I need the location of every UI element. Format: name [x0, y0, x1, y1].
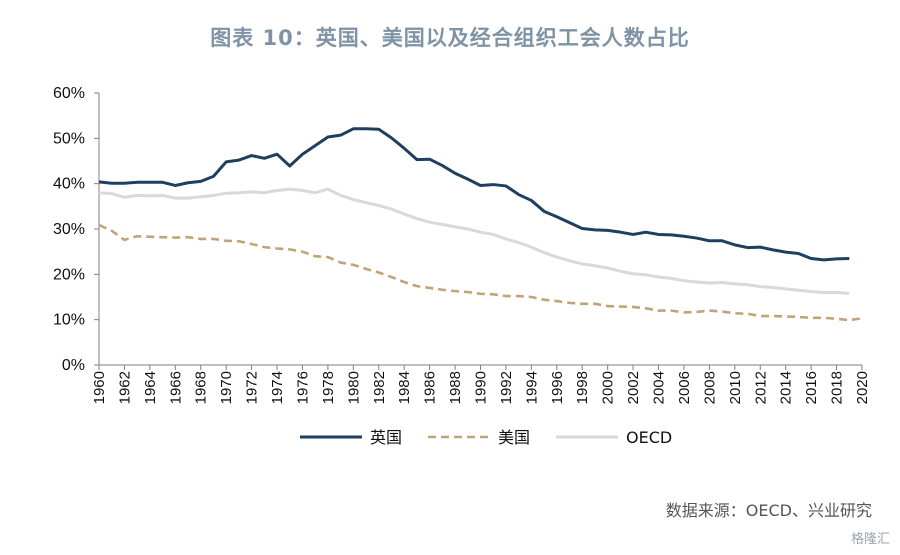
series-lines — [98, 127, 863, 322]
source-note: 数据来源：OECD、兴业研究 — [665, 501, 872, 520]
series-line-oecd — [98, 187, 850, 295]
legend-label: OECD — [626, 428, 672, 447]
x-tick-label: 1978 — [320, 371, 337, 404]
legend-label: 美国 — [498, 428, 530, 447]
axes — [94, 92, 863, 370]
x-tick-label: 1990 — [473, 371, 490, 404]
x-tick-label: 1996 — [549, 371, 566, 404]
x-tick-label: 2016 — [803, 371, 820, 404]
y-tick-label: 20% — [53, 266, 85, 283]
x-tick-label: 2012 — [752, 371, 769, 404]
x-tick-label: 2020 — [854, 371, 871, 404]
legend-label: 英国 — [370, 428, 402, 447]
series-line-uk — [98, 127, 850, 262]
y-tick-label: 50% — [53, 130, 85, 147]
x-tick-label: 1998 — [574, 371, 591, 404]
x-tick-label: 1984 — [396, 371, 413, 404]
x-tick-label: 1986 — [422, 371, 439, 404]
watermark: 格隆汇 — [850, 532, 890, 547]
x-tick-label: 1970 — [218, 371, 235, 404]
y-tick-label: 10% — [53, 312, 85, 329]
legend: 英国 美国 OECD — [300, 428, 672, 447]
x-tick-label: 2018 — [829, 371, 846, 404]
x-tick-label: 1976 — [294, 371, 311, 404]
x-tick-label: 2000 — [600, 371, 617, 404]
x-tick-label: 1994 — [523, 371, 540, 404]
chart-title: 图表 10：英国、美国以及经合组织工会人数占比 — [210, 26, 690, 50]
x-tick-label: 2014 — [778, 371, 795, 404]
x-tick-label: 1966 — [167, 371, 184, 404]
y-tick-label: 30% — [53, 221, 85, 238]
x-tick-label: 1962 — [116, 371, 133, 404]
y-tick-labels: 0% 10% 20% 30% 40% 50% 60% — [53, 85, 85, 374]
x-tick-label: 2002 — [625, 371, 642, 404]
x-tick-label: 2010 — [727, 371, 744, 404]
x-tick-label: 1960 — [91, 371, 108, 404]
x-tick-label: 1974 — [269, 371, 286, 404]
x-tick-label: 2004 — [651, 371, 668, 404]
x-tick-label: 1982 — [371, 371, 388, 404]
x-tick-label: 1968 — [193, 371, 210, 404]
x-tick-labels: 1960 1962 1964 1966 1968 1970 1972 1974 1976 1978… — [91, 371, 871, 404]
series-line-us — [98, 223, 863, 322]
x-tick-label: 2008 — [701, 371, 718, 404]
x-tick-label: 1980 — [345, 371, 362, 404]
x-tick-label: 2006 — [676, 371, 693, 404]
y-tick-label: 0% — [62, 357, 85, 374]
y-tick-label: 60% — [53, 85, 85, 102]
x-tick-label: 1992 — [498, 371, 515, 404]
x-tick-label: 1988 — [447, 371, 464, 404]
x-tick-label: 1972 — [244, 371, 261, 404]
y-tick-label: 40% — [53, 176, 85, 193]
x-tick-label: 1964 — [142, 371, 159, 404]
